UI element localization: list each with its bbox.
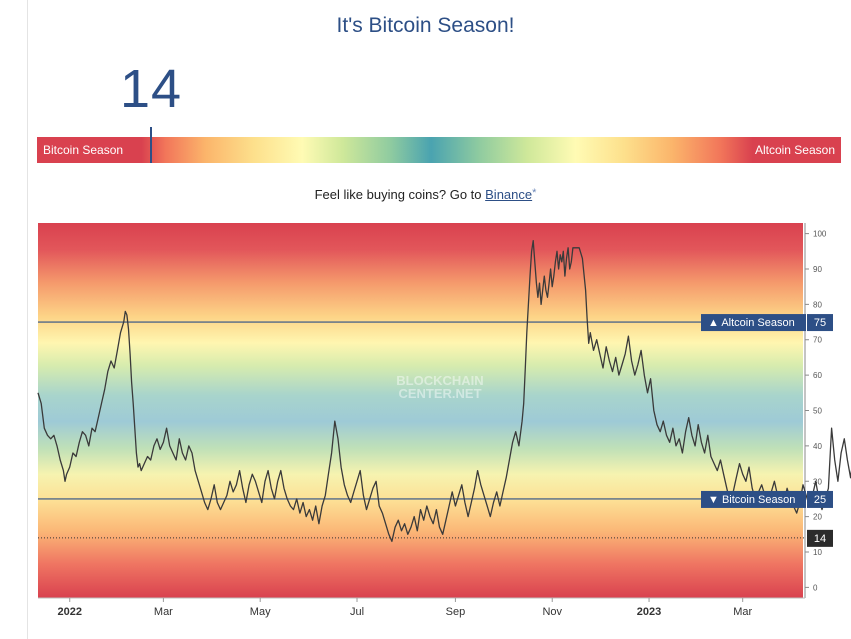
page-left-border xyxy=(27,0,28,639)
y-tick-label: 100 xyxy=(813,230,827,239)
x-tick-label: May xyxy=(250,606,271,618)
x-tick-label: Sep xyxy=(446,606,466,618)
y-tick-label: 30 xyxy=(813,477,822,486)
bitcoin-season-label: Bitcoin Season xyxy=(43,143,124,157)
threshold-label: ▲ Altcoin Season 75 xyxy=(701,314,833,332)
x-tick-label: 2023 xyxy=(637,606,661,618)
current-value-text: 14 xyxy=(814,533,826,545)
threshold-labels: ▲ Altcoin Season 75 ▼ Bitcoin Season 25 14 xyxy=(701,314,833,547)
altcoin-season-label: Altcoin Season xyxy=(754,143,835,157)
threshold-lines xyxy=(38,321,805,500)
x-axis-ticks: 2022 Mar May Jul Sep Nov 2023 Mar xyxy=(58,598,752,618)
page-title: It's Bitcoin Season! xyxy=(336,14,515,37)
altcoin-index-value: 14 xyxy=(120,59,183,119)
y-tick-label: 0 xyxy=(813,583,818,592)
x-axis-band xyxy=(38,598,805,628)
x-tick-label: Nov xyxy=(542,606,562,618)
threshold-label: ▼ Bitcoin Season 25 xyxy=(701,490,833,508)
season-gauge-bar: Bitcoin Season Altcoin Season xyxy=(37,127,841,163)
threshold-label-box xyxy=(701,490,806,508)
y-tick-label: 70 xyxy=(813,336,822,345)
threshold-value-text: 25 xyxy=(814,494,826,506)
threshold-label-text: ▲ Altcoin Season xyxy=(708,317,795,329)
current-value-badge: 14 xyxy=(807,529,833,547)
watermark-line-2: CENTER.NET xyxy=(398,386,481,401)
promo-asterisk: * xyxy=(532,187,537,199)
plot-background xyxy=(38,223,803,598)
threshold-value-text: 75 xyxy=(814,317,826,329)
x-tick-label: 2022 xyxy=(58,606,82,618)
threshold-value-box xyxy=(807,314,833,332)
promo-text: Feel like buying coins? Go to xyxy=(314,187,486,202)
threshold-label-box xyxy=(701,314,806,332)
x-tick-label: Mar xyxy=(154,606,173,618)
watermark-line-1: BLOCKCHAIN xyxy=(396,373,483,388)
threshold-value-box xyxy=(807,490,833,508)
y-tick-label: 40 xyxy=(813,442,822,451)
threshold-label-text: ▼ Bitcoin Season xyxy=(708,494,795,506)
y-tick-label: 90 xyxy=(813,265,822,274)
y-tick-label: 50 xyxy=(813,407,822,416)
y-tick-label: 60 xyxy=(813,371,822,380)
season-gauge-marker xyxy=(150,127,152,163)
x-tick-label: Jul xyxy=(350,606,364,618)
y-tick-label: 10 xyxy=(813,548,822,557)
y-axis-ticks: 0 10 20 30 40 50 60 70 80 90 100 xyxy=(805,230,827,592)
binance-link[interactable]: Binance xyxy=(485,187,533,202)
promo-line: Feel like buying coins? Go to Binance* xyxy=(0,187,851,202)
x-tick-label: Mar xyxy=(733,606,752,618)
y-tick-label: 80 xyxy=(813,300,822,309)
current-value-box xyxy=(807,529,833,547)
y-tick-label: 20 xyxy=(813,513,822,522)
